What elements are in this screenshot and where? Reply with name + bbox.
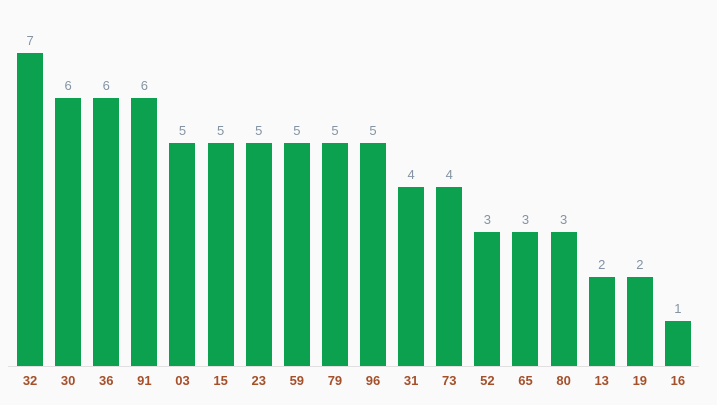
bar[interactable] (245, 142, 272, 366)
bar[interactable] (131, 97, 158, 366)
bar-column: 1 (659, 0, 697, 366)
x-axis-label: 31 (403, 373, 419, 388)
bar-value-label: 6 (140, 77, 148, 93)
bar[interactable] (626, 276, 653, 366)
bar[interactable] (550, 231, 577, 366)
bar-value-label: 7 (26, 33, 34, 49)
x-axis-baseline (8, 366, 699, 367)
bar-value-label: 5 (369, 122, 377, 138)
bar[interactable] (398, 187, 425, 366)
bar-value-label: 5 (216, 122, 225, 138)
bar-value-label: 5 (293, 122, 301, 138)
bar-column: 7 (11, 0, 49, 366)
bar-column: 6 (87, 0, 125, 366)
bar-column: 5 (163, 0, 201, 366)
bar-column: 2 (583, 0, 621, 366)
bar-value-label: 3 (521, 211, 530, 227)
bar-columns: 7 6 6 6 5 5 5 5 5 5 4 4 3 3 3 2 2 1 (11, 0, 697, 366)
bar-value-label: 1 (674, 301, 682, 317)
bar[interactable] (17, 53, 43, 366)
bar-value-label: 5 (255, 122, 263, 138)
bar-column: 5 (202, 0, 240, 366)
bar-value-label: 3 (483, 211, 491, 227)
bar-column: 5 (316, 0, 354, 366)
bar-value-label: 4 (407, 167, 415, 183)
x-axis-label: 52 (480, 373, 495, 388)
bar[interactable] (283, 142, 310, 366)
bar-column: 5 (240, 0, 278, 366)
bar[interactable] (588, 276, 615, 366)
x-axis-label: 16 (670, 373, 686, 388)
bar-column: 6 (49, 0, 87, 366)
x-axis-label: 30 (60, 373, 76, 388)
bar-column: 3 (545, 0, 583, 366)
bar[interactable] (512, 231, 539, 366)
bar[interactable] (474, 231, 501, 366)
x-axis-label: 13 (594, 373, 609, 388)
bar[interactable] (169, 142, 196, 366)
x-axis-label: 59 (289, 373, 305, 388)
bar-column: 5 (354, 0, 392, 366)
bar-value-label: 6 (64, 77, 72, 93)
bar-value-label: 2 (636, 256, 644, 272)
x-axis-label: 03 (175, 373, 190, 388)
x-axis-label: 32 (22, 373, 38, 388)
x-axis-label: 79 (327, 373, 343, 388)
bar[interactable] (436, 187, 463, 366)
bar-column: 2 (621, 0, 659, 366)
bar-column: 3 (506, 0, 544, 366)
bar-value-label: 5 (331, 122, 339, 138)
bar-column: 6 (125, 0, 163, 366)
x-axis-label: 15 (213, 373, 228, 388)
x-axis-label: 19 (632, 373, 648, 388)
bar[interactable] (93, 97, 120, 366)
bar[interactable] (207, 142, 234, 366)
bar-column: 4 (430, 0, 468, 366)
bar-column: 4 (392, 0, 430, 366)
bar[interactable] (664, 321, 691, 366)
x-axis-labels: 32 30 36 91 03 15 23 59 79 96 31 73 52 65 80 13 19 16 (11, 373, 697, 389)
x-axis-label: 91 (137, 373, 152, 388)
bar-value-label: 4 (445, 167, 453, 183)
bar-value-label: 3 (559, 211, 568, 227)
bar[interactable] (55, 97, 82, 366)
bar[interactable] (321, 142, 348, 366)
x-axis-label: 96 (365, 373, 381, 388)
bar-column: 3 (468, 0, 506, 366)
bar-column: 5 (278, 0, 316, 366)
x-axis-label: 23 (251, 373, 266, 388)
x-axis-label: 80 (556, 373, 571, 388)
bar-value-label: 5 (178, 122, 187, 138)
x-axis-label: 65 (518, 373, 533, 388)
x-axis-label: 36 (99, 373, 114, 388)
chart-plot-area: 7 6 6 6 5 5 5 5 5 5 4 4 3 3 3 2 2 1 (8, 0, 699, 367)
bar[interactable] (359, 142, 386, 366)
bar-value-label: 2 (598, 256, 606, 272)
x-axis-label: 73 (442, 373, 457, 388)
bar-value-label: 6 (102, 77, 110, 93)
